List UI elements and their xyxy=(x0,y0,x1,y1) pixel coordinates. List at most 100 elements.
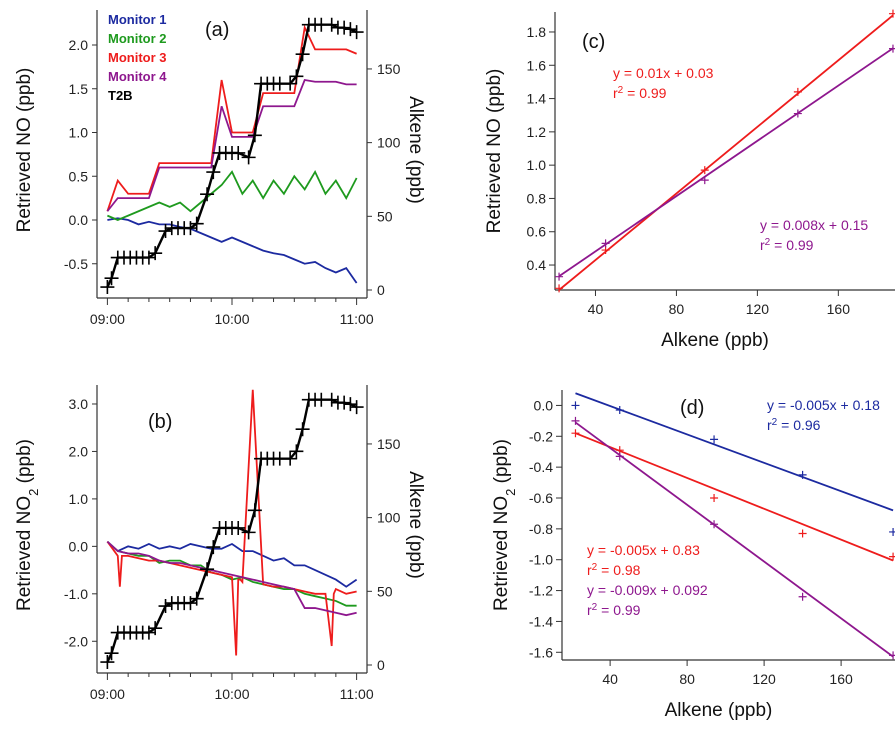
data-marker xyxy=(158,224,173,239)
y-tick-label: -1.6 xyxy=(529,644,553,660)
data-marker xyxy=(206,165,221,180)
data-marker xyxy=(337,395,352,410)
panel-label: (c) xyxy=(582,31,605,53)
y-tick-label: -0.8 xyxy=(529,521,553,537)
legend-entry: Monitor 3 xyxy=(108,50,167,65)
data-marker xyxy=(710,435,719,444)
x-tick-label: 80 xyxy=(669,301,685,317)
data-marker xyxy=(295,422,310,437)
data-marker xyxy=(247,503,262,518)
y-tick-label: -0.5 xyxy=(64,256,88,272)
y2-tick-label: 150 xyxy=(377,436,401,452)
x-tick-label: 160 xyxy=(829,671,853,687)
y-tick-label: 2.0 xyxy=(69,37,89,53)
data-marker xyxy=(798,592,807,601)
data-marker xyxy=(206,540,221,555)
y2-tick-label: 150 xyxy=(377,61,401,77)
data-marker xyxy=(888,44,895,53)
data-marker xyxy=(700,176,709,185)
data-marker xyxy=(889,527,895,536)
y-axis-label: Retrieved NO2 (ppb) xyxy=(491,439,518,611)
x-tick-label: 11:00 xyxy=(340,686,374,702)
y-tick-label: -0.4 xyxy=(529,459,553,475)
y-tick-label: 1.4 xyxy=(527,91,547,107)
x-tick-label: 40 xyxy=(588,301,604,317)
y-tick-label: 1.0 xyxy=(527,157,547,173)
data-marker xyxy=(104,646,119,661)
panel-1: -2.0 -1.0 0.0 1.0 2.0 3.0 0 50 100 150 09:00 10:00 1… xyxy=(14,385,426,702)
y-tick-label: 2.0 xyxy=(69,443,89,459)
fit-r2: r2 = 0.99 xyxy=(587,602,641,619)
data-marker xyxy=(343,397,358,412)
fit-equation: y = -0.009x + 0.092 xyxy=(587,582,708,598)
data-marker xyxy=(104,271,119,286)
y-tick-label: 0.0 xyxy=(69,538,89,554)
data-marker xyxy=(555,284,564,293)
data-marker xyxy=(283,451,298,466)
data-marker xyxy=(710,494,719,502)
y-tick-label: 0.4 xyxy=(527,257,547,273)
data-marker xyxy=(798,470,807,479)
data-marker xyxy=(710,520,719,529)
fit-r2: r2 = 0.98 xyxy=(587,562,641,579)
fit-line xyxy=(575,392,894,512)
data-marker xyxy=(289,69,304,84)
data-marker xyxy=(700,166,709,175)
y-tick-label: 1.0 xyxy=(69,125,89,141)
y2-tick-label: 100 xyxy=(377,510,401,526)
x-tick-label: 40 xyxy=(602,671,618,687)
x-tick-label: 10:00 xyxy=(214,311,249,327)
data-marker xyxy=(343,22,358,37)
x-tick-label: 80 xyxy=(679,671,695,687)
series-line xyxy=(107,217,358,284)
y-tick-label: 1.0 xyxy=(69,491,89,507)
data-marker xyxy=(889,552,895,561)
x-tick-label: 10:00 xyxy=(214,686,249,702)
panel-3: 0.0 -0.2 -0.4 -0.6 -0.8 -1.0 -1.2 -1.4 -1.6 40 80 1… xyxy=(491,390,895,721)
y-tick-label: 0.8 xyxy=(527,190,547,206)
data-marker xyxy=(793,87,802,96)
y-tick-label: 0.6 xyxy=(527,224,547,240)
data-marker xyxy=(200,187,215,202)
data-marker xyxy=(100,655,115,670)
y-tick-label: -0.6 xyxy=(529,490,553,506)
data-marker xyxy=(148,621,163,636)
legend-entry: Monitor 4 xyxy=(108,69,167,84)
data-marker xyxy=(231,145,246,160)
series-line xyxy=(106,389,357,656)
y-tick-label: 0.5 xyxy=(69,168,89,184)
y-tick-label: 1.8 xyxy=(527,24,547,40)
legend-entry: Monitor 2 xyxy=(108,31,167,46)
data-marker xyxy=(349,400,364,415)
y-tick-label: -1.2 xyxy=(529,583,553,599)
data-marker xyxy=(888,9,895,18)
data-marker xyxy=(555,272,564,281)
data-marker xyxy=(889,651,895,660)
y2-axis-label: Alkene (ppb) xyxy=(405,96,426,204)
y-axis-label: Retrieved NO (ppb) xyxy=(484,69,505,234)
data-marker xyxy=(337,20,352,35)
y2-tick-label: 100 xyxy=(377,135,401,151)
fit-line xyxy=(574,421,894,658)
series-line xyxy=(106,24,357,212)
y-tick-label: -0.2 xyxy=(529,428,553,444)
series-line xyxy=(106,540,357,607)
data-marker xyxy=(615,406,624,415)
x-tick-label: 120 xyxy=(746,301,770,317)
x-tick-label: 120 xyxy=(752,671,776,687)
data-marker xyxy=(295,47,310,62)
panel-2: 0.4 0.6 0.8 1.0 1.2 1.4 1.6 1.8 40 80 120 160 Alkene… xyxy=(484,9,895,351)
panel-label: (a) xyxy=(205,19,229,41)
fit-r2: r2 = 0.99 xyxy=(613,85,667,102)
x-axis-label: Alkene (ppb) xyxy=(661,330,769,351)
x-tick-label: 09:00 xyxy=(90,311,125,327)
x-tick-label: 09:00 xyxy=(90,686,125,702)
y-tick-label: -1.0 xyxy=(529,552,553,568)
fit-line xyxy=(575,432,894,562)
data-marker xyxy=(289,444,304,459)
fit-equation: y = 0.01x + 0.03 xyxy=(613,65,714,81)
y2-tick-label: 0 xyxy=(377,657,385,673)
x-tick-label: 11:00 xyxy=(340,311,374,327)
